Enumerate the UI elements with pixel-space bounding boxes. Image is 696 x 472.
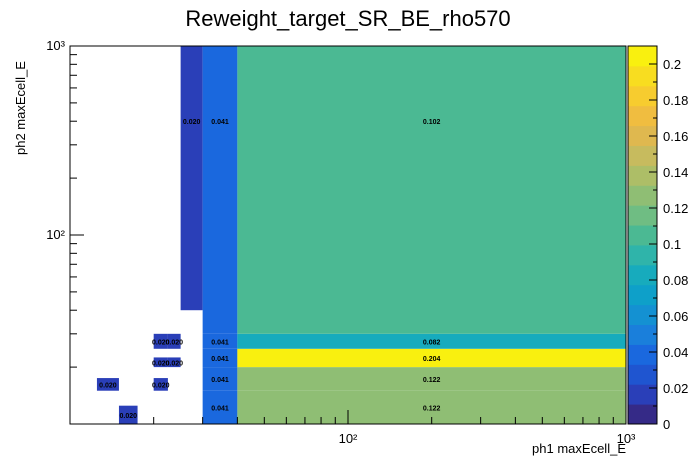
- colorbar-segment: [628, 145, 657, 166]
- cell-value-label: 0.122: [423, 405, 441, 412]
- colorbar-segment: [628, 65, 657, 87]
- chart-title: Reweight_target_SR_BE_rho570: [185, 6, 511, 31]
- heatmap-cell: [167, 357, 181, 368]
- colorbar-tick-label: 0.1: [663, 237, 681, 252]
- colorbar-segment: [628, 244, 657, 266]
- colorbar-frame: [627, 45, 658, 425]
- cell-value-label: 0.020: [152, 360, 170, 367]
- colorbar-tick-label: 0.08: [663, 273, 688, 288]
- cell-value-label: 0.102: [423, 119, 441, 126]
- cell-value-label: 0.020: [166, 360, 184, 367]
- cell-value-label: 0.041: [211, 377, 229, 384]
- colorbar-segment: [628, 324, 657, 345]
- colorbar-tick-label: 0.02: [663, 381, 688, 396]
- heatmap-cell: [202, 367, 238, 391]
- heatmap-cell: [237, 367, 626, 391]
- heatmap-cell: [202, 46, 238, 334]
- heatmap-cell: [96, 378, 119, 391]
- colorbar-segment: [628, 85, 657, 107]
- heatmap-cell: [237, 333, 626, 349]
- colorbar-tick-label: 0.12: [663, 201, 688, 216]
- cell-value-label: 0.041: [211, 339, 229, 346]
- colorbar: 0 0.02 0.04 0.06 0.08 0.1 0.12 0.14 0.16 0.18 0.2: [627, 45, 688, 432]
- cell-value-label: 0.082: [423, 339, 441, 346]
- heatmap-cell: [180, 46, 203, 311]
- y-tick-label: 10³: [46, 38, 65, 53]
- heatmap-cell: [153, 333, 168, 349]
- heatmap-cell: [118, 405, 138, 424]
- colorbar-segment: [628, 404, 657, 425]
- colorbar-tick-label: 0: [663, 417, 670, 432]
- colorbar-segment: [628, 105, 657, 127]
- heatmap-cell: [202, 348, 238, 368]
- cell-value-label: 0.020: [152, 339, 170, 346]
- heatmap-cell: [202, 390, 238, 424]
- colorbar-segment: [628, 125, 657, 146]
- colorbar-segment: [628, 185, 657, 206]
- colorbar-tick-label: 0.14: [663, 165, 688, 180]
- colorbar-segment: [628, 225, 657, 246]
- cell-value-label: 0.020: [119, 413, 137, 420]
- colorbar-segment: [628, 165, 657, 186]
- heatmap-cell: [237, 46, 626, 334]
- x-tick-label: 10²: [339, 431, 358, 446]
- y-tick-label: 10²: [46, 227, 65, 242]
- heatmap-cell: [153, 357, 168, 368]
- cell-value-label: 0.020: [152, 382, 170, 389]
- colorbar-segment: [628, 284, 657, 306]
- colorbar-segment: [628, 46, 657, 67]
- cell-value-label: 0.020: [183, 119, 201, 126]
- x-axis-label: ph1 maxEcell_E: [532, 441, 626, 456]
- cell-value-label: 0.041: [211, 119, 229, 126]
- colorbar-segment: [628, 264, 657, 286]
- cell-value-label: 0.204: [423, 356, 441, 363]
- cell-value-label: 0.122: [423, 377, 441, 384]
- heatmap-cell: [237, 348, 626, 368]
- axes: 10² 10³ 10² 10³: [46, 38, 636, 446]
- colorbar-segment: [628, 384, 657, 405]
- heatmap-cell: [202, 333, 238, 349]
- cell-value-label: 0.041: [211, 405, 229, 412]
- colorbar-tick-label: 0.06: [663, 309, 688, 324]
- heatmap-cells: [96, 46, 626, 424]
- heatmap-cell: [167, 333, 181, 349]
- cell-value-label: 0.020: [166, 339, 184, 346]
- colorbar-segment: [628, 304, 657, 326]
- colorbar-tick-label: 0.18: [663, 93, 688, 108]
- heatmap-cell: [153, 378, 168, 391]
- cell-value-label: 0.041: [211, 356, 229, 363]
- colorbar-segment: [628, 364, 657, 385]
- colorbar-tick-label: 0.16: [663, 129, 688, 144]
- y-axis-label: ph2 maxEcell_E: [13, 61, 28, 155]
- cell-value-label: 0.020: [99, 382, 117, 389]
- colorbar-tick-label: 0.2: [663, 57, 681, 72]
- colorbar-tick-label: 0.04: [663, 345, 688, 360]
- x-tick-label: 10³: [617, 431, 636, 446]
- colorbar-segment: [628, 205, 657, 226]
- colorbar-segment: [628, 344, 657, 365]
